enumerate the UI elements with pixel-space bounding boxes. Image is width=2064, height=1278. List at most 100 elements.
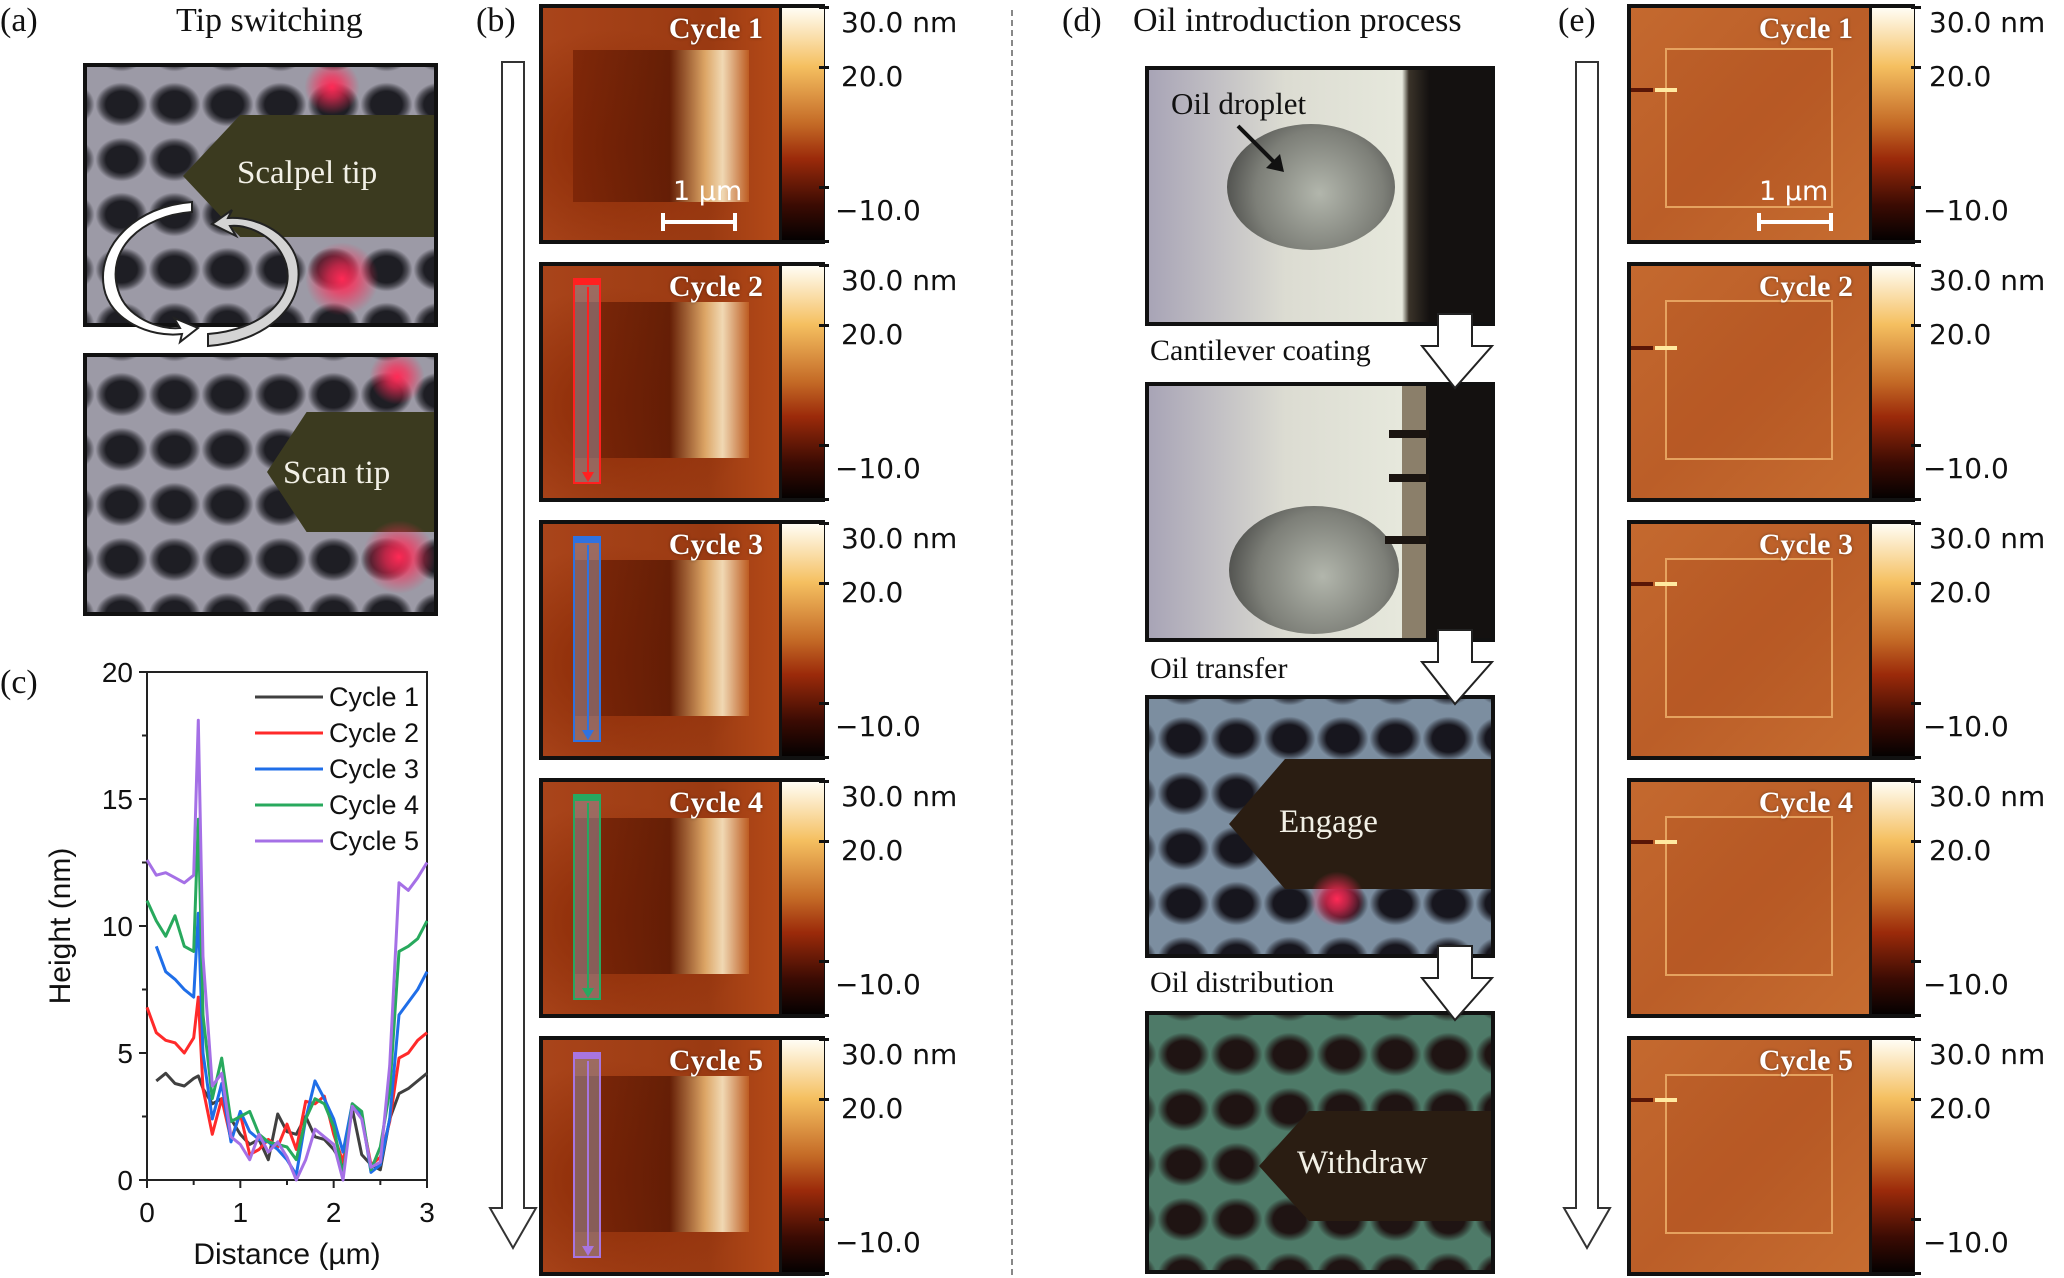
cycle-title: Cycle 5 — [668, 1044, 763, 1077]
y-tick-label: 20 — [102, 657, 133, 688]
colorbar-tick — [819, 186, 829, 189]
colorbar-label-mid: 20.0 — [841, 1092, 904, 1125]
scratched-square-region — [573, 818, 749, 974]
x-tick-label: 0 — [139, 1197, 155, 1228]
cycle-title: Cycle 5 — [1758, 1044, 1853, 1077]
x-axis-label: Distance (µm) — [193, 1238, 380, 1270]
colorbar-tick — [819, 756, 829, 759]
colorbar-tick — [1911, 522, 1921, 525]
colorbar-tick — [819, 240, 829, 243]
afm-height-image-cycle-3: Cycle 3 — [1627, 520, 1921, 760]
colorbar-label-mid: 20.0 — [841, 576, 904, 609]
oil-distribution-photo: Withdraw — [1145, 1011, 1495, 1274]
scratched-square-region — [1665, 300, 1833, 460]
section-divider — [1011, 10, 1013, 1275]
colorbar-tick — [819, 522, 829, 525]
down-arrow-icon — [1420, 313, 1495, 390]
height-colorbar — [779, 266, 824, 498]
colorbar-tick — [1911, 6, 1921, 9]
colorbar-tick — [1911, 498, 1921, 501]
panel-e-label: (e) — [1558, 2, 1596, 39]
laser-spot-bottom — [359, 517, 434, 597]
afm-height-image-cycle-2: Cycle 2 — [1627, 262, 1921, 502]
afm-height-image-cycle-4: Cycle 4 — [539, 778, 829, 1018]
alignment-mark — [1631, 1098, 1653, 1102]
colorbar-label-min: −10.0 — [1923, 1226, 2009, 1259]
height-colorbar — [779, 524, 824, 756]
panel-b-label: (b) — [476, 2, 516, 39]
colorbar-label-min: −10.0 — [835, 194, 921, 227]
colorbar-tick — [1911, 264, 1921, 267]
legend-entry: Cycle 5 — [329, 826, 419, 856]
afm-height-image-cycle-5: Cycle 5 — [539, 1036, 829, 1276]
colorbar-tick — [819, 444, 829, 447]
colorbar-label-mid: 20.0 — [1929, 834, 1992, 867]
alignment-mark — [1631, 840, 1653, 844]
colorbar-tick — [819, 960, 829, 963]
height-colorbar — [779, 1040, 824, 1272]
scale-bar — [1757, 213, 1833, 231]
panel-d-label: (d) — [1062, 2, 1102, 39]
oil-droplet-photo: Oil droplet — [1145, 66, 1495, 326]
cantilever-coating-photo — [1145, 382, 1495, 642]
scratched-square-region — [573, 302, 749, 458]
legend-entry: Cycle 1 — [329, 682, 419, 712]
height-colorbar — [1869, 8, 1914, 240]
scratched-square-region — [573, 1076, 749, 1232]
colorbar-label-mid: 20.0 — [1929, 318, 1992, 351]
cycle-title: Cycle 2 — [668, 270, 763, 303]
height-colorbar — [1869, 266, 1914, 498]
y-axis-label: Height (nm) — [44, 848, 77, 1005]
colorbar-label-min: −10.0 — [835, 1226, 921, 1259]
colorbar-tick — [1911, 444, 1921, 447]
colorbar-label-min: −10.0 — [1923, 710, 2009, 743]
height-colorbar — [1869, 524, 1914, 756]
afm-height-image-cycle-3: Cycle 3 — [539, 520, 829, 760]
series-line — [155, 1071, 428, 1172]
colorbar-tick — [1911, 756, 1921, 759]
laser-spot-bottom — [302, 239, 382, 319]
scalpel-tip-label: Scalpel tip — [237, 155, 378, 191]
height-colorbar — [1869, 782, 1914, 1014]
colorbar-label-max: 30.0 nm — [1929, 522, 2046, 555]
cantilever-3 — [1385, 536, 1429, 544]
engage-label: Engage — [1279, 804, 1378, 840]
colorbar-tick — [819, 780, 829, 783]
scan-tip-photo: Scan tip — [83, 353, 438, 616]
y-tick-label: 5 — [117, 1038, 133, 1069]
afm-topography — [1631, 8, 1869, 240]
line-profile-marker — [573, 278, 601, 484]
panel-a-label: (a) — [0, 2, 38, 39]
colorbar-label-min: −10.0 — [1923, 968, 2009, 1001]
colorbar-tick — [1911, 702, 1921, 705]
laser-spot-top — [302, 67, 362, 117]
oil-droplet-shape — [1229, 506, 1399, 634]
afm-height-image-cycle-2: Cycle 2 — [539, 262, 829, 502]
tip-switch-cycle-arrows-icon — [101, 200, 300, 348]
chart-legend: Cycle 1 Cycle 2 Cycle 3 Cycle 4 Cycle 5 — [255, 682, 419, 856]
colorbar-tick — [1911, 1272, 1921, 1275]
colorbar-tick — [819, 582, 829, 585]
colorbar-tick — [819, 702, 829, 705]
colorbar-tick — [819, 498, 829, 501]
colorbar-tick — [1911, 840, 1921, 843]
scratched-square-region — [1665, 816, 1833, 976]
x-tick-label: 3 — [419, 1197, 435, 1228]
colorbar-label-min: −10.0 — [1923, 452, 2009, 485]
cycle-title: Cycle 1 — [1758, 12, 1853, 45]
colorbar-label-mid: 20.0 — [1929, 60, 1992, 93]
colorbar-tick — [1911, 324, 1921, 327]
series-line — [145, 718, 429, 1182]
colorbar-label-max: 30.0 nm — [1929, 6, 2046, 39]
x-tick-label: 1 — [233, 1197, 249, 1228]
colorbar-tick — [819, 324, 829, 327]
afm-height-image-cycle-5: Cycle 5 — [1627, 1036, 1921, 1276]
series-line — [145, 995, 428, 1167]
colorbar-tick — [819, 6, 829, 9]
colorbar-label-max: 30.0 nm — [841, 264, 958, 297]
chart-axes: 0 5 10 15 20 0 1 2 3 Distance (µm) Height (nm) — [44, 657, 435, 1270]
cycle-title: Cycle 1 — [668, 12, 763, 45]
colorbar-tick — [1911, 186, 1921, 189]
series-line — [145, 817, 429, 1177]
scale-bar-label: 1 µm — [673, 176, 743, 207]
